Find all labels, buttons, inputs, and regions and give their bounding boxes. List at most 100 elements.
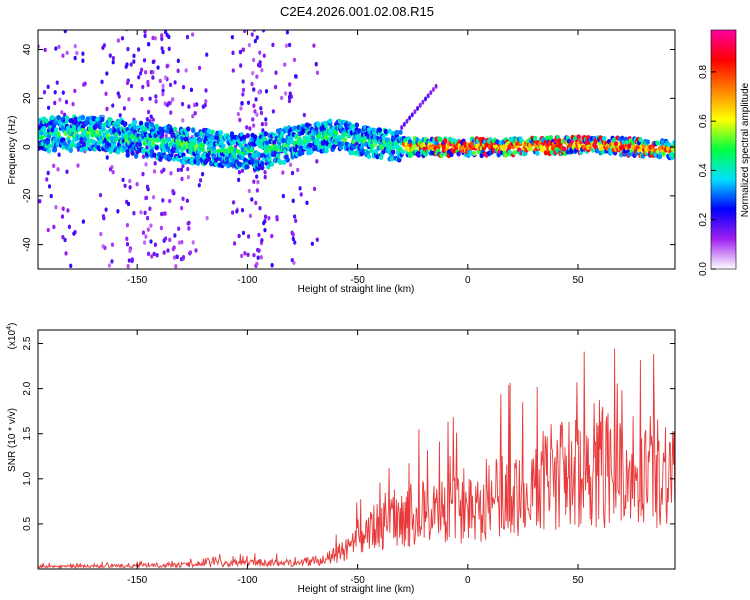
spectrogram-point <box>672 152 675 159</box>
spectrogram-point <box>402 121 406 127</box>
spectrogram-point <box>43 47 47 53</box>
spectrogram-point <box>173 233 177 238</box>
spectrogram-point <box>263 214 268 219</box>
spectrogram-point <box>103 245 107 251</box>
x-tick-label: -150 <box>127 575 147 586</box>
spectrogram-point <box>246 234 251 239</box>
spectrogram-point <box>139 210 143 215</box>
spectrogram-point <box>168 198 172 204</box>
spectrogram-point <box>105 155 109 160</box>
spectrogram-point <box>161 88 165 93</box>
spectrogram-point <box>315 237 319 242</box>
spectrogram-point <box>107 121 112 127</box>
spectrogram-point <box>288 91 292 96</box>
spectrogram-point <box>548 135 553 141</box>
spectrogram-point <box>273 84 278 90</box>
spectrogram-point <box>160 46 164 51</box>
spectrogram-point <box>121 177 125 183</box>
spectrogram-point <box>252 123 256 128</box>
spectrogram-point <box>159 225 164 231</box>
spectrogram-point <box>252 103 256 108</box>
spectrogram-point <box>108 167 113 172</box>
spectrogram-point <box>263 174 267 180</box>
spectrogram-point <box>161 83 165 89</box>
spectrogram-point <box>126 46 130 52</box>
spectrogram-point <box>246 252 250 258</box>
spectrogram-point <box>259 106 263 111</box>
spectrogram-point <box>611 137 617 143</box>
spectrogram-point <box>137 141 143 148</box>
snr-multiplier-close: ) <box>7 323 18 326</box>
spectrogram-point <box>180 239 184 245</box>
spectrogram-point <box>252 87 256 92</box>
spectrogram-point <box>600 149 606 155</box>
spectrogram-point <box>186 166 190 172</box>
colorbar: 0.0 0.2 0.4 0.6 0.8 Normalized spectral ampl… <box>698 29 750 276</box>
spectrogram-point <box>124 64 128 70</box>
spectrogram-point <box>253 109 257 114</box>
spectrogram-point <box>239 106 243 111</box>
spectrogram-point <box>187 104 191 109</box>
spectrogram-point <box>49 193 53 199</box>
spectrogram-point <box>125 30 128 32</box>
spectrogram-point <box>235 209 239 214</box>
spectrogram-point <box>141 84 145 90</box>
spectrogram-point <box>152 152 157 158</box>
spectrogram-point <box>41 127 47 133</box>
spectrogram-point <box>128 248 132 253</box>
spectrogram-point <box>81 141 87 147</box>
spectrogram-point <box>177 226 181 231</box>
y-tick-label: 0 <box>22 144 33 150</box>
spectrogram-point <box>175 254 179 260</box>
spectrogram-point <box>250 81 254 87</box>
spectrogram-point <box>64 99 69 105</box>
spectrogram-point <box>198 137 203 143</box>
spectrogram-point <box>107 263 112 268</box>
spectrogram-point <box>645 139 650 145</box>
spectrogram-point <box>68 147 73 153</box>
spectrogram-point <box>342 137 347 143</box>
spectrogram-point <box>181 255 186 260</box>
spectrogram-point <box>176 167 180 173</box>
spectrogram-point <box>130 150 135 156</box>
spectrogram-point <box>195 160 201 166</box>
spectrogram-point <box>83 81 87 86</box>
spectrogram-point <box>118 113 122 118</box>
spectrogram-point <box>281 170 285 175</box>
spectrogram-point <box>189 87 194 93</box>
spectrogram-point <box>162 238 166 243</box>
snr-frame <box>37 329 676 570</box>
spectrogram-point <box>105 71 109 76</box>
snr-x-ticks: -150 -100 -50 0 50 <box>127 330 584 586</box>
spectrogram-point <box>561 146 567 152</box>
spectrogram-point <box>143 33 147 39</box>
x-tick-label: -50 <box>350 275 365 286</box>
spectrogram-point <box>238 117 242 123</box>
spectrogram-point <box>410 112 414 118</box>
spectrogram-point <box>169 110 173 115</box>
spectrogram-point <box>230 210 235 215</box>
spectrogram-point <box>281 193 285 199</box>
spectrogram-point <box>46 133 52 140</box>
spectrogram-point <box>170 132 175 138</box>
y-tick-label: 2.5 <box>22 336 33 350</box>
spectrogram-point <box>375 154 380 160</box>
spectrogram-point <box>241 230 246 236</box>
x-tick-label: -50 <box>350 575 365 586</box>
spectrogram-point <box>271 42 275 48</box>
spectrogram-point <box>398 129 403 135</box>
spectrogram-point <box>47 143 53 149</box>
spectrogram-point <box>184 131 190 138</box>
spectrogram-point <box>614 141 619 147</box>
spectrogram-point <box>58 97 62 102</box>
spectrogram-point <box>267 157 272 163</box>
spectrogram-point <box>61 235 65 240</box>
spectrogram-point <box>186 175 191 180</box>
svg-text:(x104): (x104) <box>6 323 18 350</box>
spectrogram-point <box>167 46 171 51</box>
spectrogram-point <box>148 96 152 101</box>
spectrogram-point <box>204 99 208 104</box>
spectrogram-point <box>241 92 245 97</box>
spectrogram-point <box>315 70 320 75</box>
spectrogram-point <box>176 58 180 64</box>
